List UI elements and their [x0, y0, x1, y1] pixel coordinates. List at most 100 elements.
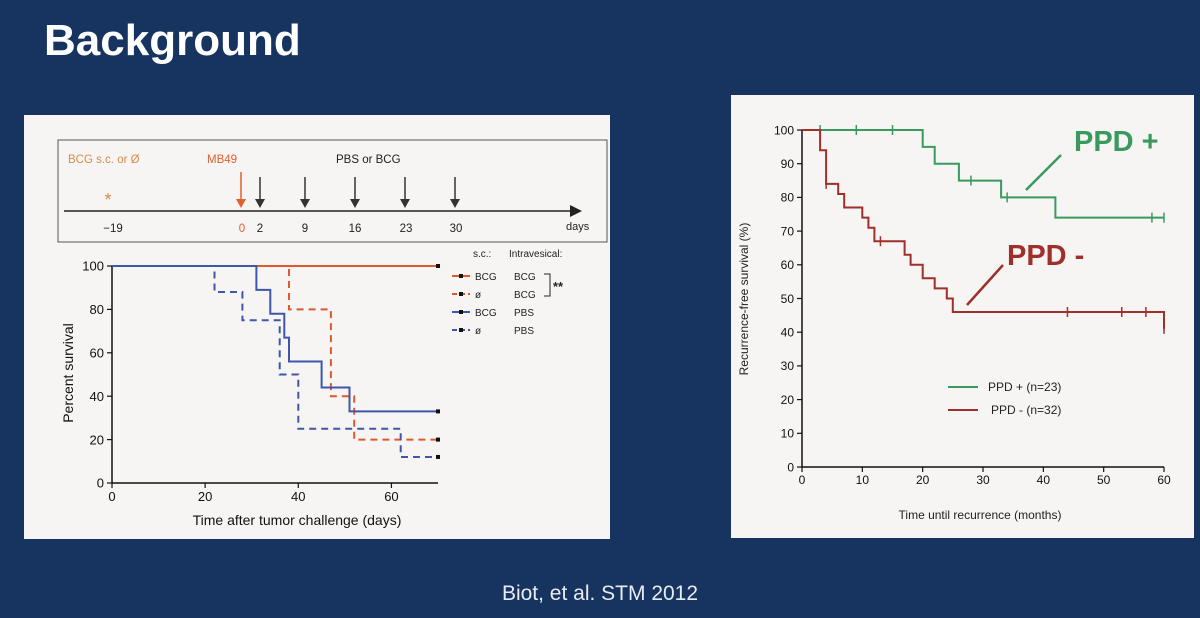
- right-chart-series-line-2: [802, 129, 1165, 329]
- timeline-days-label: days: [566, 221, 590, 233]
- left-chart-x-tick-label: 0: [108, 489, 115, 504]
- left-plot-area: 0 20 40 60 80 100 0 20 40 60: [82, 259, 440, 504]
- legend-intravesical-label: BCG: [514, 272, 536, 283]
- mouse-survival-figure: BCG s.c. or Ø * MB49 PBS or BCG days −19…: [24, 115, 610, 539]
- left-chart-censor-mark: [436, 437, 440, 442]
- slide-title: Background: [44, 16, 301, 65]
- legend-sc-label: ø: [475, 290, 481, 301]
- legend-intravesical-label: BCG: [514, 290, 536, 301]
- left-chart-x-tick-label: 60: [384, 489, 398, 504]
- legend-marker: [459, 310, 463, 314]
- right-chart-y-tick-label: 70: [781, 224, 795, 238]
- right-chart-x-tick-label: 10: [856, 473, 870, 487]
- right-x-axis-label: Time until recurrence (months): [899, 508, 1062, 522]
- timeline-arrows: [236, 172, 460, 208]
- patient-survival-figure: 0 10 20 30 40 50 60 70 80 90 100 0 10 20 30 40 50 60 Time…: [731, 95, 1194, 538]
- right-chart-y-tick-label: 50: [781, 292, 795, 306]
- ppd-plus-annotation: PPD +: [1074, 126, 1159, 158]
- ppd-minus-annotation: PPD -: [1007, 240, 1084, 272]
- left-legend-row-3: BCG PBS: [452, 308, 534, 319]
- ppd-plus-pointer: [1025, 154, 1062, 191]
- timeline-mb49-label: MB49: [207, 154, 237, 166]
- right-y-axis-label: Recurrence-free survival (%): [737, 223, 751, 376]
- right-chart-x-tick-label: 50: [1097, 473, 1111, 487]
- timeline-tick-16: 16: [349, 223, 362, 235]
- arrowhead-day2: [255, 199, 265, 208]
- right-chart-y-tick-label: 10: [781, 427, 795, 441]
- right-chart-y-tick-label: 100: [774, 123, 794, 137]
- left-chart-series-3: [112, 265, 440, 414]
- legend-intravesical-label: PBS: [514, 308, 534, 319]
- timeline-tick-23: 23: [400, 223, 413, 235]
- left-chart-series-2: [112, 265, 440, 442]
- significance-mark: **: [553, 279, 564, 294]
- left-chart-y-tick-label: 100: [82, 259, 104, 274]
- arrowhead-day9: [300, 199, 310, 208]
- patient-survival-svg: 0 10 20 30 40 50 60 70 80 90 100 0 10 20 30 40 50 60 Time…: [737, 123, 1171, 522]
- timeline-star: *: [104, 190, 111, 210]
- right-chart-y-tick-label: 80: [781, 191, 795, 205]
- mouse-survival-svg: BCG s.c. or Ø * MB49 PBS or BCG days −19…: [57, 139, 608, 528]
- timeline-tick-30: 30: [450, 223, 463, 235]
- left-chart-y-tick-label: 40: [90, 389, 104, 404]
- legend-marker: [459, 274, 463, 278]
- left-chart-series-line-2: [112, 265, 438, 441]
- treatment-arrows: [259, 177, 456, 203]
- legend-marker: [459, 328, 463, 332]
- left-legend: s.c.: Intravesical: BCG BCG ø BCG BCG PBS ø PBS…: [452, 249, 564, 337]
- right-chart-series-line-1: [802, 129, 1164, 219]
- legend-label-ppd-minus: PPD - (n=32): [991, 403, 1061, 417]
- left-chart-x-tick-label: 20: [198, 489, 212, 504]
- left-legend-row-2: ø BCG: [452, 290, 536, 301]
- left-chart-x-tick-label: 40: [291, 489, 305, 504]
- legend-sc-label: BCG: [475, 272, 497, 283]
- timeline-treatment-label: PBS or BCG: [336, 154, 401, 166]
- right-chart-axes: 0 10 20 30 40 50 60 70 80 90 100 0 10 20 30 40 50 60: [774, 123, 1171, 487]
- right-plot-area: 0 10 20 30 40 50 60 70 80 90 100 0 10 20 30 40 50 60: [774, 123, 1171, 487]
- arrowhead-day30: [450, 199, 460, 208]
- left-legend-row-1: BCG BCG: [452, 272, 536, 283]
- left-chart-y-tick-label: 20: [90, 432, 104, 447]
- right-legend: PPD + (n=23) PPD - (n=32): [948, 380, 1061, 417]
- right-chart-series-2: [802, 129, 1165, 334]
- left-chart-axes: 0 20 40 60 80 100 0 20 40 60: [82, 259, 438, 504]
- timeline-bcg-label: BCG s.c. or Ø: [68, 154, 140, 166]
- timeline-tick-9: 9: [302, 223, 308, 235]
- left-legend-rows: BCG BCG ø BCG BCG PBS ø PBS: [452, 272, 536, 337]
- right-chart-series-1: [802, 125, 1165, 223]
- ppd-minus-pointer: [966, 264, 1004, 306]
- left-chart-censor-mark: [436, 264, 440, 268]
- legend-sc-label: BCG: [475, 308, 497, 319]
- citation: Biot, et al. STM 2012: [501, 582, 699, 605]
- timeline-box: [57, 139, 608, 243]
- left-chart-y-tick-label: 60: [90, 345, 104, 360]
- left-chart-series-line-3: [112, 265, 438, 413]
- right-chart-y-tick-label: 90: [781, 157, 795, 171]
- right-chart-x-tick-label: 0: [799, 473, 806, 487]
- right-chart-y-tick-label: 20: [781, 393, 795, 407]
- arrowhead-day23: [400, 199, 410, 208]
- left-y-axis-label: Percent survival: [60, 323, 76, 423]
- left-chart-censor-mark: [436, 454, 440, 459]
- timeline-tick-2: 2: [257, 223, 263, 235]
- left-chart-censor-mark: [436, 409, 440, 414]
- legend-intravesical-label: PBS: [514, 326, 534, 337]
- left-chart-y-tick-label: 0: [97, 476, 104, 491]
- timeline-tick-0: 0: [239, 223, 245, 235]
- right-chart-y-tick-label: 30: [781, 359, 795, 373]
- right-chart-y-tick-label: 0: [787, 460, 794, 474]
- left-chart-series-4: [112, 265, 440, 459]
- timeline-arrowhead: [570, 205, 582, 217]
- left-chart-series-line-4: [112, 265, 438, 458]
- right-chart-x-tick-label: 60: [1157, 473, 1171, 487]
- right-chart-x-tick-label: 40: [1037, 473, 1051, 487]
- left-legend-row-4: ø PBS: [452, 326, 534, 337]
- right-chart-y-tick-label: 60: [781, 258, 795, 272]
- left-chart-y-tick-label: 80: [90, 302, 104, 317]
- legend-sc-label: ø: [475, 326, 481, 337]
- legend-header-intravesical: Intravesical:: [509, 249, 562, 260]
- arrowhead-day16: [350, 199, 360, 208]
- right-chart-x-tick-label: 20: [916, 473, 930, 487]
- legend-marker: [459, 292, 463, 296]
- mb49-arrowhead: [236, 199, 246, 208]
